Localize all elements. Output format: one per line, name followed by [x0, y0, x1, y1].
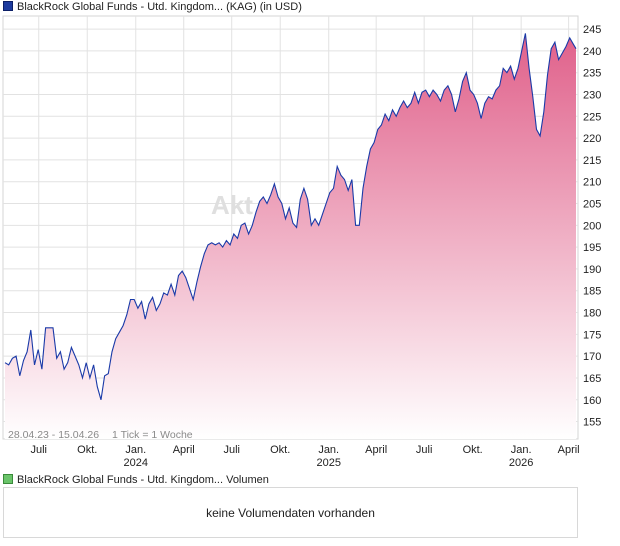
y-tick-label: 185: [583, 286, 601, 298]
price-area: [5, 33, 576, 440]
y-tick-label: 245: [583, 24, 601, 36]
y-tick-label: 155: [583, 417, 601, 429]
y-tick-label: 175: [583, 329, 601, 341]
x-tick-year-label: 2025: [316, 457, 340, 469]
watermark-logo: Akt: [211, 190, 253, 220]
price-line: [4, 33, 577, 400]
y-tick-label: 220: [583, 133, 601, 145]
x-tick-label: Jan.: [125, 444, 146, 456]
y-tick-label: 235: [583, 68, 601, 80]
x-tick-year-label: 2024: [124, 457, 148, 469]
y-tick-label: 205: [583, 199, 601, 211]
y-tick-label: 215: [583, 155, 601, 167]
date-range-label: 28.04.23 - 15.04.26: [8, 429, 99, 441]
y-tick-label: 160: [583, 395, 601, 407]
y-tick-label: 210: [583, 177, 601, 189]
volume-message: keine Volumendaten vorhanden: [206, 506, 375, 520]
x-tick-year-label: 2026: [509, 457, 533, 469]
y-tick-label: 240: [583, 46, 601, 58]
volume-legend-label: BlackRock Global Funds - Utd. Kingdom...…: [17, 474, 269, 486]
price-chart: Akt 155 160 165 170 175 180 185 190 195 200 205 210…: [2, 15, 601, 469]
y-tick-label: 165: [583, 373, 601, 385]
price-legend: BlackRock Global Funds - Utd. Kingdom...…: [3, 0, 302, 14]
y-tick-label: 170: [583, 351, 601, 363]
x-tick-label: Juli: [416, 444, 433, 456]
y-axis: 155 160 165 170 175 180 185 190 195 200 205 210 215 2…: [583, 24, 601, 428]
y-tick-label: 200: [583, 220, 601, 232]
x-tick-label: Jan.: [318, 444, 339, 456]
y-tick-label: 180: [583, 308, 601, 320]
y-tick-label: 190: [583, 264, 601, 276]
x-tick-label: Okt.: [270, 444, 290, 456]
volume-legend-swatch-icon: [3, 474, 13, 485]
y-tick-label: 225: [583, 111, 601, 123]
y-tick-label: 230: [583, 89, 601, 101]
x-tick-label: Juli: [223, 444, 240, 456]
x-tick-label: Okt.: [463, 444, 483, 456]
x-tick-label: Juli: [30, 444, 47, 456]
x-tick-label: Okt.: [77, 444, 97, 456]
price-legend-swatch-icon: [3, 1, 13, 12]
x-tick-label: April: [365, 444, 387, 456]
volume-panel: keine Volumendaten vorhanden: [3, 487, 578, 538]
volume-legend: BlackRock Global Funds - Utd. Kingdom...…: [3, 473, 269, 487]
tick-note: 1 Tick = 1 Woche: [112, 429, 193, 441]
x-tick-label: April: [558, 444, 580, 456]
x-tick-label: Jan.: [511, 444, 532, 456]
x-tick-label: April: [173, 444, 195, 456]
price-legend-label: BlackRock Global Funds - Utd. Kingdom...…: [17, 1, 302, 13]
y-tick-label: 195: [583, 242, 601, 254]
